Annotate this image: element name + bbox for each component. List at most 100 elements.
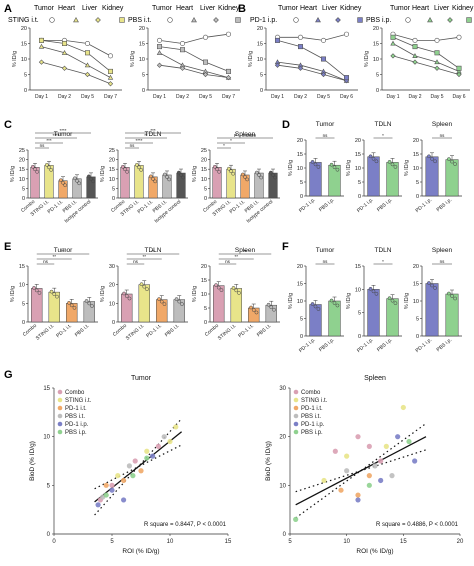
replicate-point: [47, 165, 51, 170]
y-tick-label: 15: [257, 42, 263, 48]
scatter-point: [344, 468, 350, 474]
legend-marker-1-3: [235, 17, 241, 23]
replicate-point: [231, 286, 236, 290]
regression-annotation: R square = 0.4886, P < 0.0001: [376, 522, 459, 528]
panel-letter-c: C: [4, 119, 12, 131]
series-line-liver: [277, 64, 347, 82]
y-tick-label: 15: [413, 152, 419, 158]
y-tick-label: 5: [22, 301, 25, 307]
x-tick-label: Day 6: [452, 94, 465, 100]
y-tick-label: 15: [201, 278, 207, 284]
legend-label: PD-1 i.p.: [301, 422, 325, 428]
chart-b-pbs: 0 5 10 15 20 % ID/g Day 1 Day 2 Day 5 Day 6: [364, 26, 470, 100]
y-tick-label: 0: [416, 334, 419, 340]
scatter-point: [366, 473, 372, 479]
replicate-point: [125, 169, 130, 174]
replicate-point: [32, 286, 36, 290]
data-point-kidney: [434, 50, 440, 56]
legend-label: Combo: [301, 390, 321, 396]
y-tick-label: 15: [43, 386, 50, 392]
replicate-point: [174, 297, 179, 301]
significance-label: *: [223, 143, 225, 148]
legend-label: PD-1 i.t.: [301, 406, 323, 412]
scatter-point: [344, 453, 350, 459]
series-line-tumor: [159, 33, 229, 44]
data-point-kidney: [61, 40, 67, 46]
replicate-point: [139, 282, 144, 287]
data-point-tumor: [456, 34, 462, 40]
y-tick-label: 0: [47, 532, 51, 538]
x-tick-label: Day 5: [199, 94, 212, 100]
data-point-heart: [38, 43, 45, 49]
legend-label: PD-1 i.t.: [65, 406, 87, 412]
x-tick-label: PBS i.p.: [318, 197, 336, 213]
legend-label: PBS i.p.: [65, 430, 87, 436]
scatter-point: [378, 458, 384, 464]
x-tick-label: Day 2: [294, 94, 307, 100]
legend-marker-2-1: [315, 16, 321, 23]
legend-organ-heart: Heart: [176, 5, 193, 12]
x-tick-label: Day 2: [58, 94, 71, 100]
x-tick-label: Day 1: [386, 94, 399, 100]
replicate-point: [165, 175, 169, 179]
y-tick-label: 5: [300, 317, 303, 323]
y-tick-label: 20: [297, 264, 303, 270]
chart-title: Spleen: [364, 375, 386, 382]
significance-label: ****: [59, 128, 66, 133]
scatter-point: [121, 497, 127, 503]
replicate-point: [124, 294, 129, 298]
replicate-point: [67, 300, 71, 305]
scatter-point: [400, 404, 406, 411]
significance-label: ns: [133, 259, 139, 264]
y-tick-label: 0: [283, 532, 287, 538]
data-point-kidney: [226, 68, 232, 74]
data-point-tumor: [180, 40, 186, 46]
scatter-point: [115, 473, 121, 479]
data-point-liver: [84, 71, 91, 78]
series-line-tumor: [277, 33, 347, 41]
y-tick-label: 15: [21, 42, 27, 48]
y-axis-label: % ID/g: [346, 293, 352, 310]
confidence-band-lower: [295, 449, 427, 493]
y-tick-label: 10: [279, 483, 286, 489]
replicate-point: [142, 284, 147, 289]
legend-b1: PD-1 i.p. Tumor Heart Liver Kidney: [250, 5, 362, 24]
significance-label: ns: [130, 143, 136, 148]
y-tick-label: 20: [413, 264, 419, 270]
data-point-kidney: [274, 37, 280, 43]
replicate-point: [49, 168, 54, 172]
replicate-point: [162, 172, 167, 177]
data-point-kidney: [203, 59, 209, 65]
x-tick-label: PBS i.t.: [164, 323, 181, 338]
y-tick-label: 5: [260, 73, 263, 79]
x-tick-label: PBS i.t.: [74, 323, 91, 338]
y-tick-label: 10: [413, 166, 419, 172]
scatter-point: [144, 448, 150, 454]
replicate-point: [72, 176, 77, 181]
replicate-point: [91, 179, 96, 184]
regression-line: [94, 431, 183, 503]
data-point-heart: [107, 74, 114, 80]
chart-title: Spleen: [235, 247, 256, 254]
series-line-heart: [41, 46, 111, 78]
chart-title: Spleen: [432, 247, 453, 254]
significance-label: ****: [135, 138, 142, 143]
replicate-point: [77, 181, 82, 186]
replicate-point: [254, 170, 259, 175]
scatter-point: [372, 463, 378, 469]
data-point-liver: [107, 81, 114, 87]
legend-marker-3-3: [466, 17, 472, 23]
data-point-heart: [156, 49, 163, 55]
significance-label: ***: [150, 128, 156, 133]
chart-a-pbs: 0 5 10 15 20 % ID/g Day 1 Day 2 Day 5 Day 7: [130, 26, 240, 100]
y-tick-label: 0: [416, 194, 419, 200]
y-tick-label: 25: [109, 148, 115, 154]
y-tick-label: 5: [358, 311, 361, 317]
data-point-kidney: [320, 56, 326, 62]
y-tick-label: 10: [201, 292, 207, 298]
y-tick-label: 25: [201, 148, 207, 154]
scatter-point: [109, 487, 115, 493]
significance-label: ns: [43, 259, 49, 264]
y-axis-label: % ID/g: [404, 293, 410, 310]
